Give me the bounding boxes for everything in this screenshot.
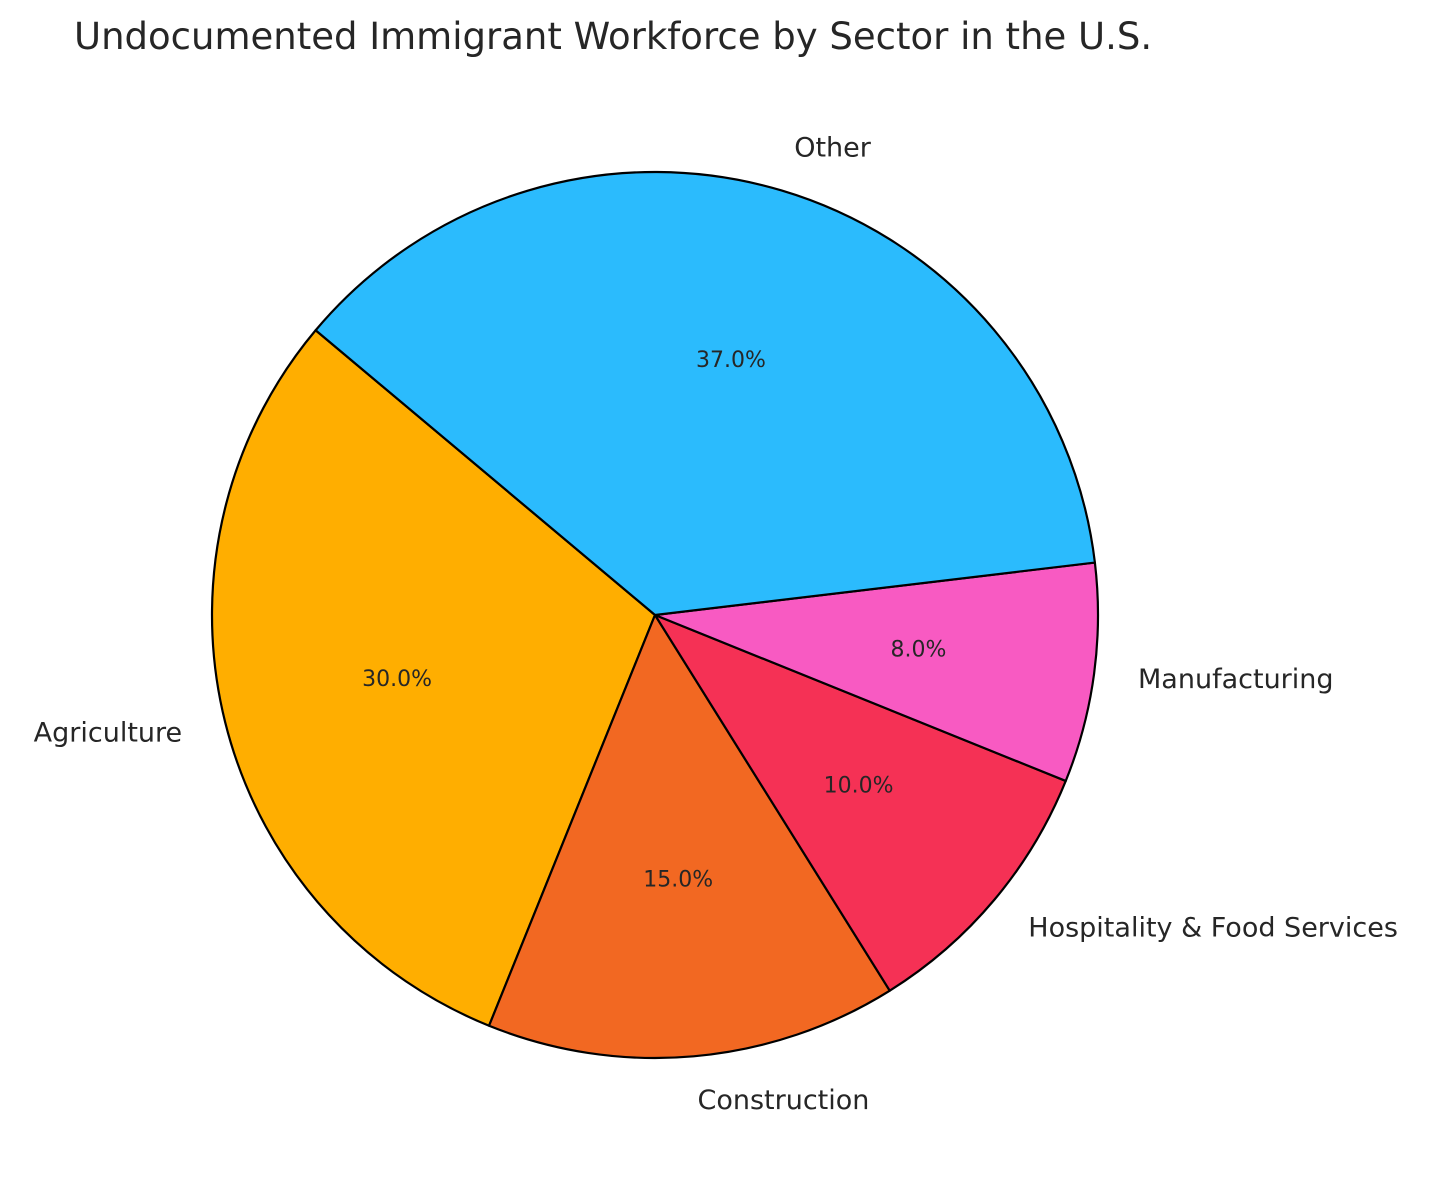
slice-percent-agriculture: 30.0% <box>362 667 432 692</box>
slice-label-agriculture: Agriculture <box>34 717 183 748</box>
slice-percent-other: 37.0% <box>696 348 766 373</box>
slice-label-manufacturing: Manufacturing <box>1138 664 1334 695</box>
slice-label-other: Other <box>794 133 872 164</box>
slice-percent-manufacturing: 8.0% <box>891 638 947 663</box>
chart-title: Undocumented Immigrant Workforce by Sect… <box>74 15 1152 58</box>
pie-slice-hospitality-and-food-services <box>653 613 1067 992</box>
slice-percent-hospitality-and-food-services: 10.0% <box>824 773 894 798</box>
pie-slice-other <box>314 170 1096 617</box>
pie-slice-agriculture <box>210 329 657 1027</box>
slice-label-hospitality-and-food-services: Hospitality & Food Services <box>1028 913 1398 944</box>
slice-label-construction: Construction <box>697 1085 869 1116</box>
pie-labels: Agriculture 30.0% Construction 15.0% Hospita… <box>34 133 1398 1116</box>
pie-slice-manufacturing <box>653 561 1100 783</box>
pie-slice-construction <box>487 613 891 1060</box>
pie-slices <box>210 170 1100 1060</box>
slice-percent-construction: 15.0% <box>643 867 713 892</box>
